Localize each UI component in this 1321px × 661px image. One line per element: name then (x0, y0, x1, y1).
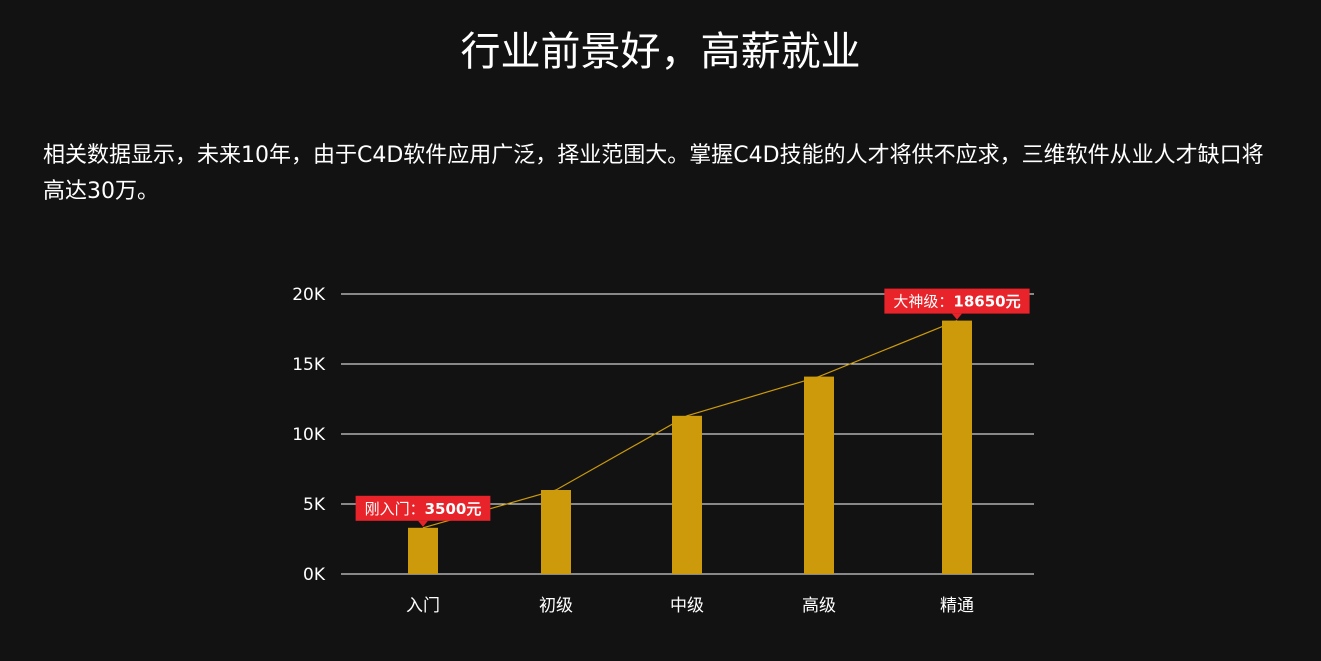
bar (408, 527, 438, 574)
callout-box (884, 288, 1030, 314)
description-text: 相关数据显示，未来10年，由于C4D软件应用广泛，择业范围大。掌握C4D技能的人… (43, 143, 1264, 204)
trend-line (422, 320, 958, 529)
bar (672, 415, 702, 574)
bar (804, 376, 834, 574)
y-tick-label: 20K (292, 285, 326, 305)
y-tick-label: 10K (292, 425, 326, 445)
callout-pointer (952, 313, 962, 320)
callout-box (355, 495, 491, 521)
callout: 刚入门：3500元 (355, 495, 491, 527)
callout-label: 刚入门：3500元 (365, 500, 482, 518)
callout-label: 大神级：18650元 (893, 293, 1020, 311)
x-tick-label: 高级 (802, 596, 836, 616)
bar (942, 320, 972, 574)
y-tick-label: 0K (303, 565, 326, 585)
y-tick-label: 5K (303, 495, 326, 515)
x-tick-label: 中级 (670, 596, 704, 616)
callout-pointer (418, 520, 428, 527)
bar (541, 490, 571, 574)
x-tick-label: 精通 (940, 596, 974, 616)
y-tick-label: 15K (292, 355, 326, 375)
page-title: 行业前景好，高薪就业 (460, 29, 861, 75)
x-tick-label: 入门 (406, 596, 440, 616)
callout: 大神级：18650元 (884, 288, 1030, 320)
x-tick-label: 初级 (539, 596, 573, 616)
